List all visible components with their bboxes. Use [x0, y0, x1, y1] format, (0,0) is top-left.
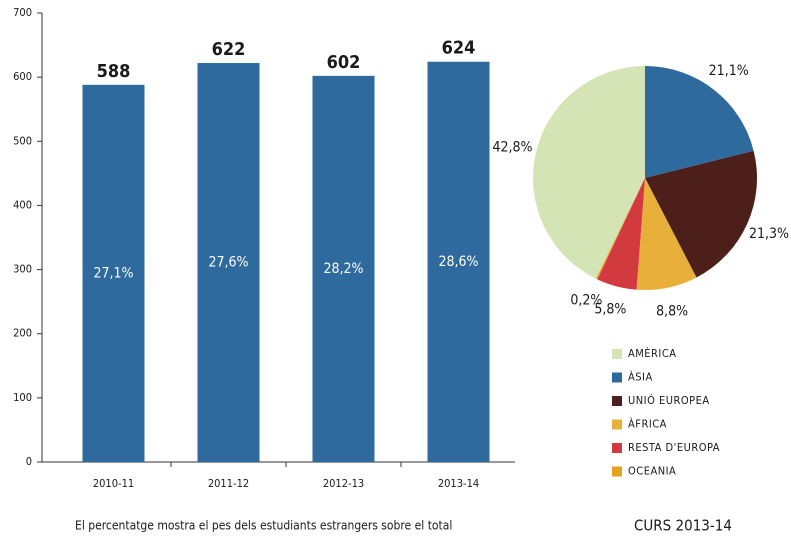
legend-swatch	[612, 419, 622, 430]
legend-swatch	[612, 372, 622, 383]
x-tick-label: 2012-13	[323, 477, 364, 490]
bar-value-label: 602	[327, 52, 361, 73]
pie-slice	[645, 66, 754, 178]
footnote: El percentatge mostra el pes dels estudi…	[75, 519, 452, 533]
legend-swatch	[612, 466, 622, 477]
pie-value-label: 21,1%	[709, 63, 749, 79]
legend-label: UNIÓ EUROPEA	[628, 394, 710, 407]
y-tick-label: 600	[13, 70, 32, 83]
y-tick-label: 700	[13, 6, 32, 19]
pie-slice	[533, 66, 645, 279]
bar-annotation: 27,6%	[208, 255, 248, 271]
bar	[427, 61, 490, 463]
pie-slice	[597, 178, 645, 290]
bar	[197, 63, 260, 462]
bar	[82, 84, 145, 462]
x-tick-label: 2011-12	[208, 477, 249, 490]
bar-annotation: 27,1%	[93, 265, 133, 281]
y-tick-label: 200	[13, 327, 32, 340]
pie-slice	[636, 178, 697, 290]
y-tick-label: 500	[13, 134, 32, 147]
pie-value-label: 42,8%	[492, 139, 532, 155]
y-tick-label: 300	[13, 263, 32, 276]
bar-value-label: 588	[97, 61, 131, 82]
legend-label: ÀFRICA	[628, 418, 667, 431]
pie-value-label: 0,2%	[570, 293, 602, 309]
pie-title: CURS 2013-14	[634, 517, 732, 535]
bar-value-label: 624	[442, 38, 476, 59]
pie-value-label: 5,8%	[594, 302, 626, 318]
legend-swatch	[612, 443, 622, 453]
bar-value-label: 622	[212, 39, 246, 60]
bar	[312, 75, 375, 463]
pie-value-label: 21,3%	[749, 226, 789, 242]
bar-annotation: 28,6%	[438, 254, 478, 270]
legend-label: RESTA D'EUROPA	[628, 441, 720, 454]
legend-swatch	[612, 349, 622, 359]
y-tick-label: 0	[26, 455, 32, 468]
legend-label: OCEANIA	[628, 465, 676, 478]
pie-value-label: 8,8%	[656, 303, 688, 319]
x-tick-label: 2013-14	[438, 477, 479, 490]
legend-swatch	[612, 396, 622, 406]
y-tick-label: 400	[13, 198, 32, 211]
pie-slice	[645, 150, 757, 278]
x-tick-label: 2010-11	[93, 477, 134, 490]
bar-annotation: 28,2%	[323, 261, 363, 277]
legend-label: AMÈRICA	[628, 347, 677, 360]
pie-slice	[596, 178, 645, 280]
y-tick-label: 100	[13, 391, 32, 404]
legend-label: ÀSIA	[628, 371, 653, 384]
